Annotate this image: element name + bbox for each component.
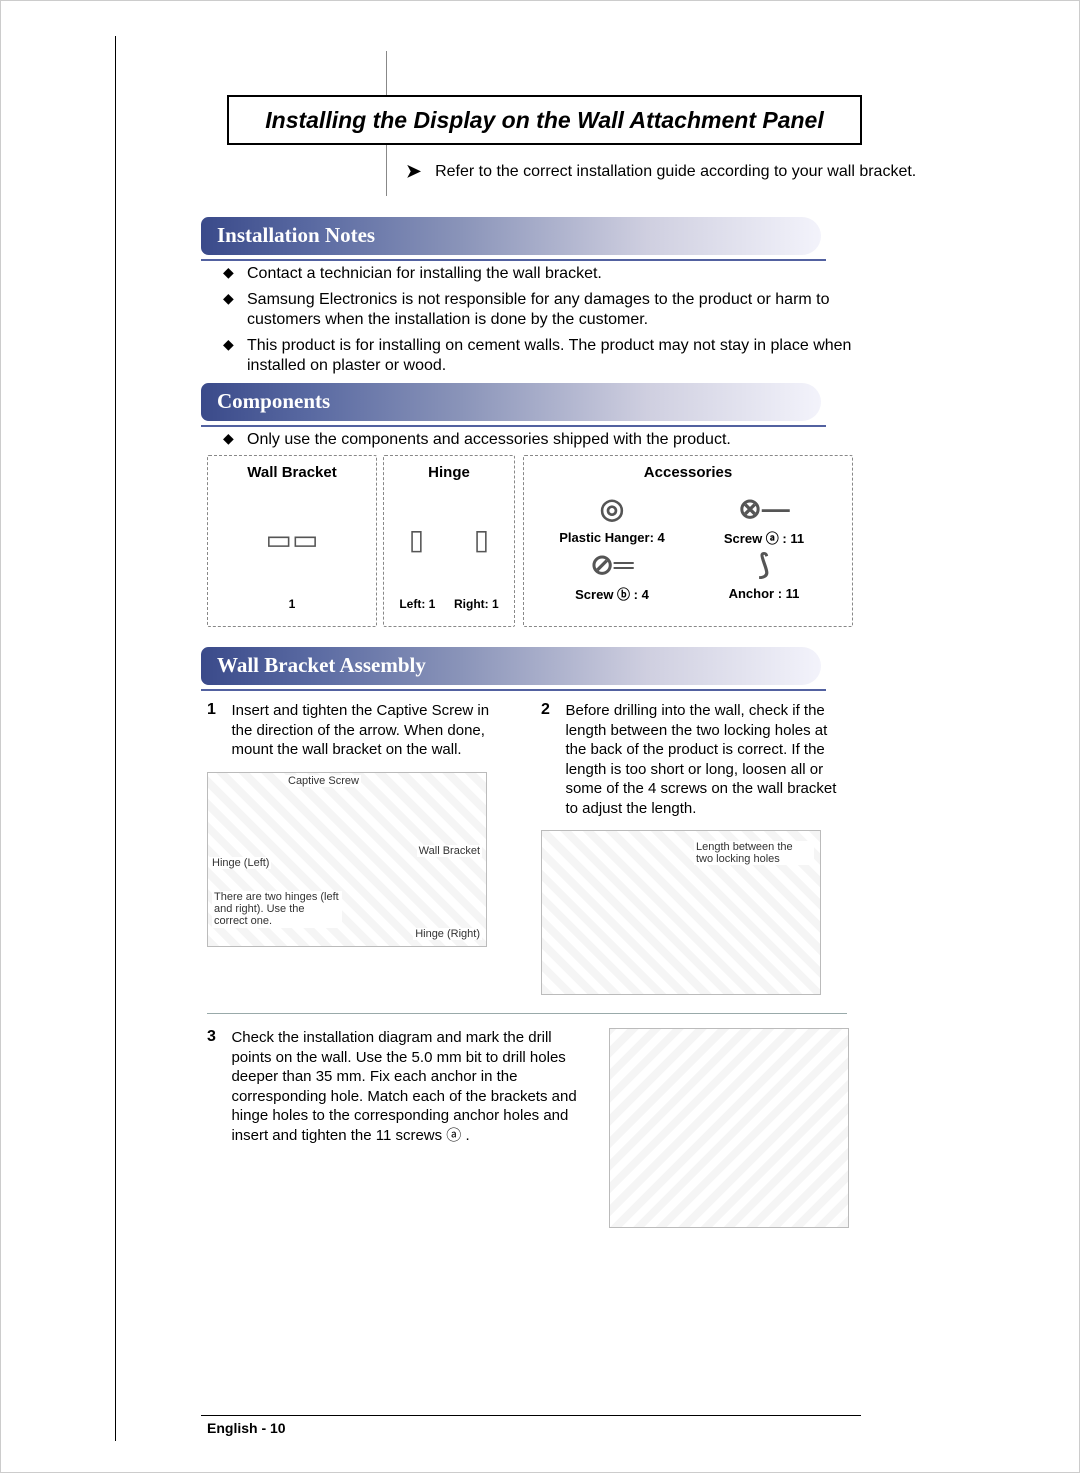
heading-components: Components <box>201 383 821 421</box>
step-3: 3 Check the installation diagram and mar… <box>207 1028 857 1228</box>
step-text: Check the installation diagram and mark … <box>231 1028 591 1145</box>
diagram-note: There are two hinges (left and right). U… <box>212 891 342 927</box>
step1-diagram: Captive Screw Wall Bracket Hinge (Left) … <box>207 772 487 947</box>
subtitle-text: Refer to the correct installation guide … <box>435 163 916 181</box>
step-number: 3 <box>207 1028 227 1046</box>
plastic-hanger-label: Plastic Hanger: 4 <box>559 530 665 545</box>
components-intro-list: Only use the components and accessories … <box>223 430 858 456</box>
left-vertical-rule <box>115 36 116 1441</box>
step2-diagram: Length between the two locking holes <box>541 830 821 995</box>
step-2: 2 Before drilling into the wall, check i… <box>541 701 851 995</box>
component-label: Accessories <box>524 456 852 485</box>
footer-rule <box>201 1415 861 1416</box>
screw-b-icon: ⊘═ <box>590 551 633 579</box>
step3-diagram <box>609 1028 849 1228</box>
note-item: Contact a technician for installing the … <box>223 264 858 284</box>
pointer-icon: ➤ <box>406 161 421 182</box>
step-1: 1 Insert and tighten the Captive Screw i… <box>207 701 517 995</box>
qty-label: 1 <box>289 597 296 611</box>
separator-line <box>201 425 826 427</box>
component-box-wall-bracket: Wall Bracket ▭▭ 1 <box>207 455 377 627</box>
diagram-label: Length between the two locking holes <box>694 841 814 865</box>
step-number: 2 <box>541 701 561 719</box>
heading-assembly: Wall Bracket Assembly <box>201 647 821 685</box>
diagram-label: Captive Screw <box>286 775 361 787</box>
screw-a-label: Screw ⓐ : 11 <box>724 528 804 547</box>
anchor-icon: ⟆ <box>759 551 770 579</box>
component-box-hinge: Hinge ▯▯ Left: 1 Right: 1 <box>383 455 515 627</box>
subtitle-row: ➤ Refer to the correct installation guid… <box>406 161 916 182</box>
diagram-label: Hinge (Right) <box>413 928 482 940</box>
note-item: Samsung Electronics is not responsible f… <box>223 290 858 330</box>
step-text: Insert and tighten the Captive Screw in … <box>231 701 511 760</box>
screw-b-label: Screw ⓑ : 4 <box>575 584 649 603</box>
note-item: This product is for installing on cement… <box>223 336 858 376</box>
plastic-hanger-icon: ◎ <box>600 495 624 523</box>
page-title: Installing the Display on the Wall Attac… <box>227 95 862 145</box>
separator-line <box>201 259 826 261</box>
screw-a-icon: ⊗— <box>738 495 789 523</box>
component-box-accessories: Accessories ◎ ⊗— Plastic Hanger: 4 Screw… <box>523 455 853 627</box>
diagram-label: Hinge (Left) <box>210 857 271 869</box>
manual-page: Installing the Display on the Wall Attac… <box>0 0 1080 1473</box>
components-intro: Only use the components and accessories … <box>223 430 858 450</box>
step-text: Before drilling into the wall, check if … <box>565 701 845 818</box>
diagram-label: Wall Bracket <box>417 845 482 857</box>
component-label: Wall Bracket <box>208 456 376 485</box>
heading-installation-notes: Installation Notes <box>201 217 821 255</box>
component-label: Hinge <box>384 456 514 485</box>
step-divider <box>207 1013 847 1014</box>
hinge-left-label: Left: 1 <box>399 597 435 611</box>
anchor-label: Anchor : 11 <box>729 586 800 601</box>
hinge-right-label: Right: 1 <box>454 597 499 611</box>
hinge-icon: ▯▯ <box>384 485 514 595</box>
assembly-steps: 1 Insert and tighten the Captive Screw i… <box>207 701 857 1228</box>
page-footer: English - 10 <box>207 1420 286 1436</box>
separator-line <box>201 689 826 691</box>
step-number: 1 <box>207 701 227 719</box>
wall-bracket-icon: ▭▭ <box>208 485 376 595</box>
